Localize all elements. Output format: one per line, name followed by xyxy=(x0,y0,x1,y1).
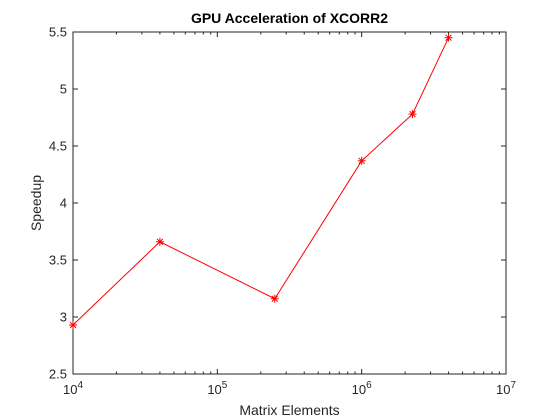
x-tick-label: 107 xyxy=(496,380,516,397)
x-tick-label: 104 xyxy=(63,380,83,397)
plot-area xyxy=(72,31,507,375)
data-point xyxy=(408,110,417,119)
x-axis-label: Matrix Elements xyxy=(239,402,339,418)
data-point xyxy=(444,33,453,42)
data-point xyxy=(357,156,366,165)
y-tick-label: 4.5 xyxy=(49,139,67,154)
x-tick-label: 105 xyxy=(207,380,227,397)
data-point xyxy=(270,294,279,303)
y-tick-label: 4 xyxy=(60,196,67,211)
data-point xyxy=(155,237,164,246)
y-axis-label: Speedup xyxy=(28,175,44,231)
y-tick-label: 3.5 xyxy=(49,253,67,268)
y-tick-label: 5.5 xyxy=(49,25,67,40)
data-point xyxy=(69,320,77,329)
y-tick-label: 5 xyxy=(60,82,67,97)
y-tick-labels: 2.5 3 3.5 4 4.5 5 5.5 xyxy=(49,25,67,382)
x-tick-labels: 104 105 106 107 xyxy=(63,380,516,397)
y-tick-label: 3 xyxy=(60,310,67,325)
series-layer xyxy=(69,33,453,329)
x-tick-label: 106 xyxy=(352,380,372,397)
major-ticks xyxy=(72,31,507,375)
y-tick-label: 2.5 xyxy=(49,367,67,382)
chart-title: GPU Acceleration of XCORR2 xyxy=(191,10,388,26)
series-line xyxy=(72,37,450,326)
